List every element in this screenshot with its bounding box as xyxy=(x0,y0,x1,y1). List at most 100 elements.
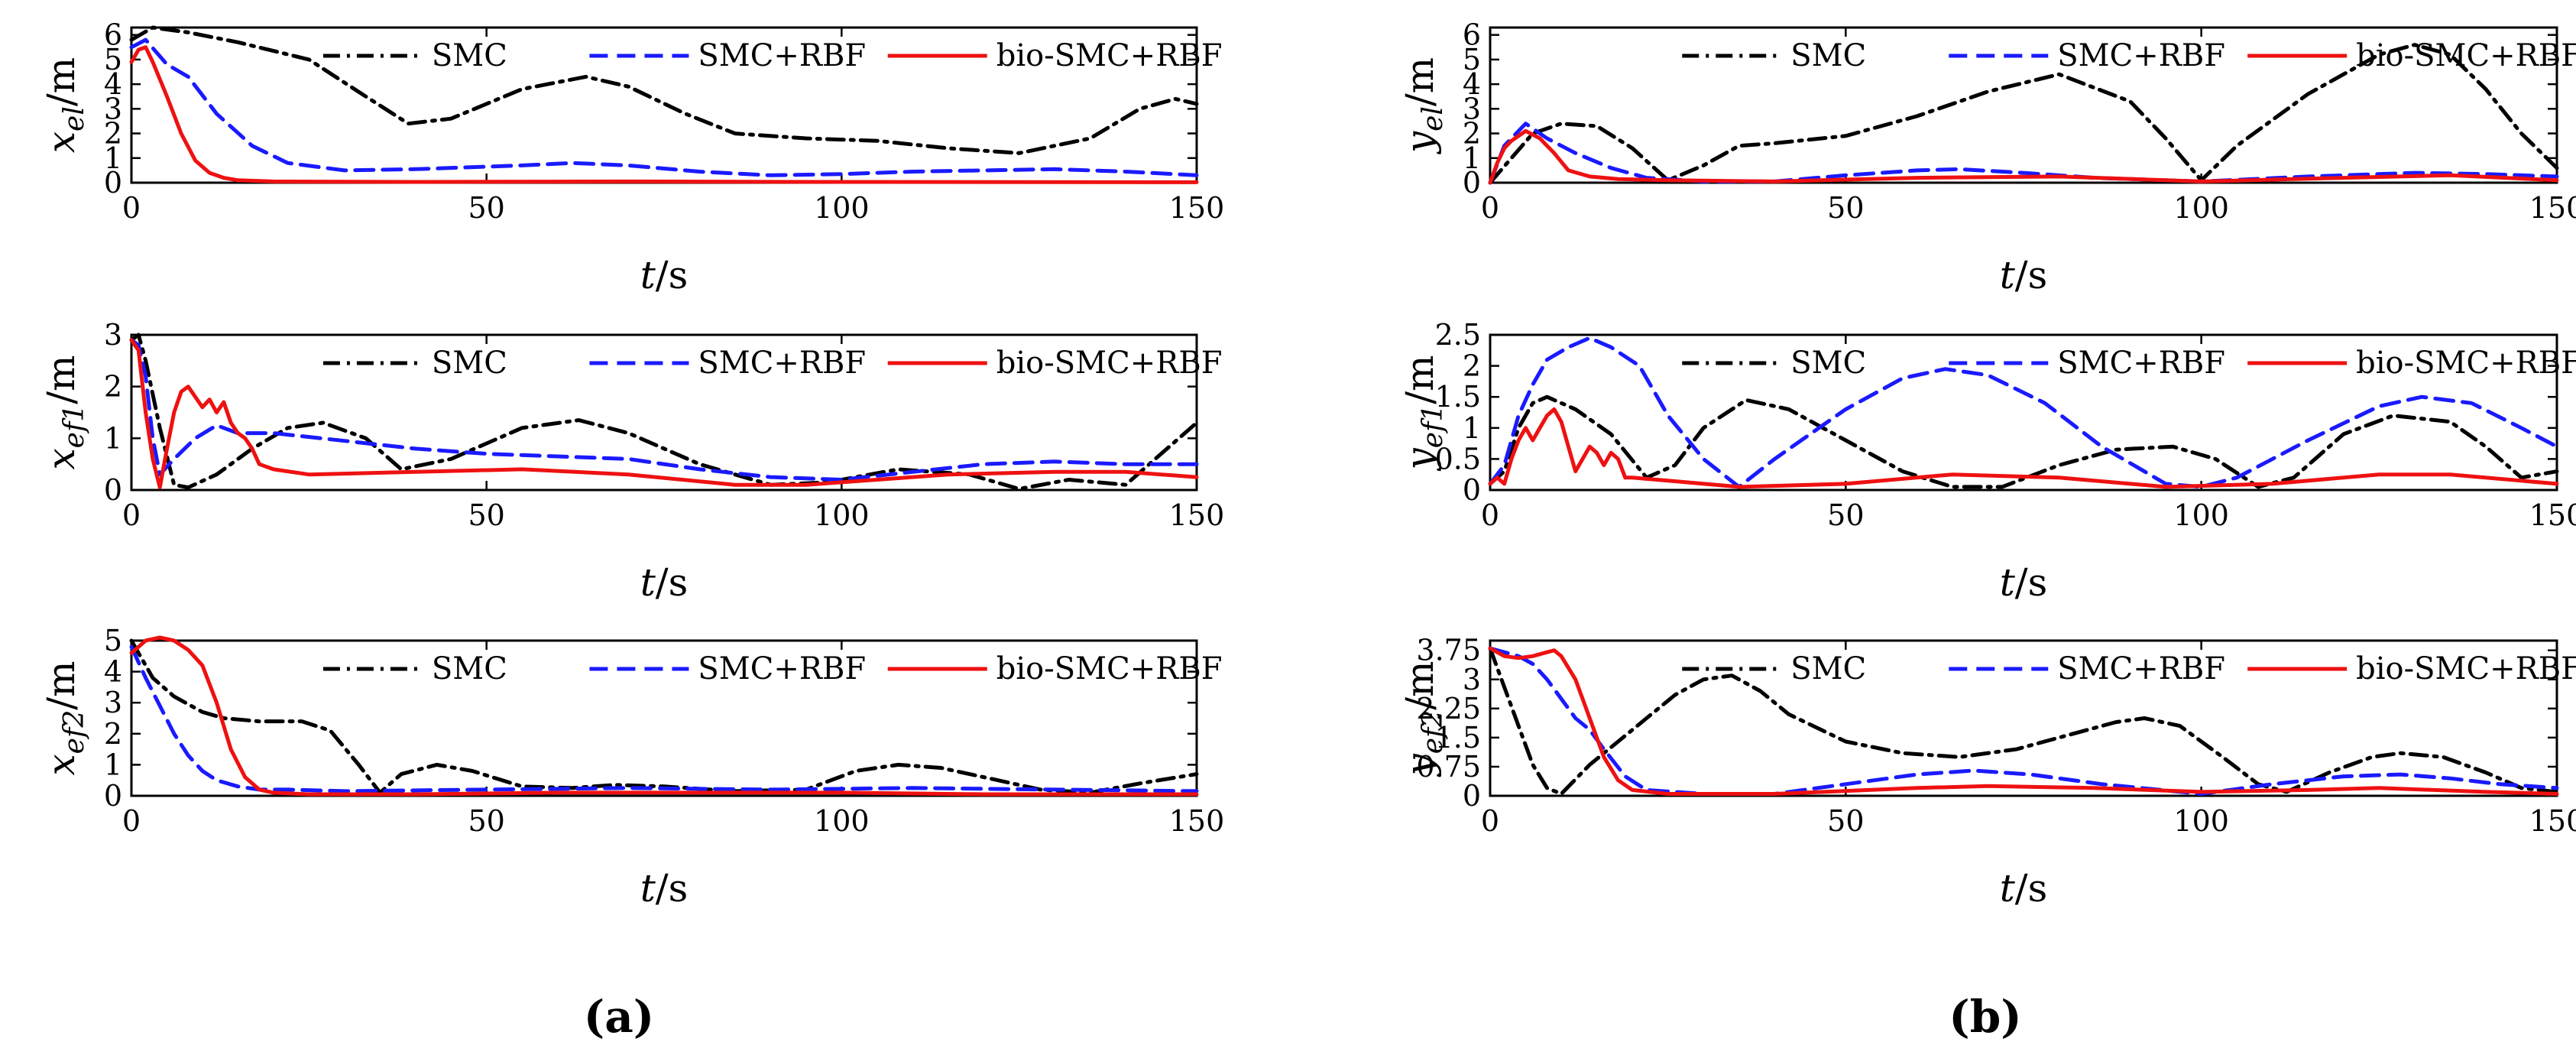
y-axis-label: xef1/m xyxy=(39,355,90,469)
series-line-bio-smc-rbf xyxy=(129,635,1199,797)
x-tick-label: 0 xyxy=(1481,498,1499,532)
series-line-smc-rbf xyxy=(129,338,1199,482)
legend-label-smc: SMC xyxy=(1790,346,1866,381)
y-tick-label: 1.5 xyxy=(1435,380,1481,414)
plot-frame xyxy=(1489,26,2558,184)
x-tick-label: 100 xyxy=(2173,498,2229,532)
y-axis-label: yef2/m xyxy=(1398,660,1449,777)
legend-label-bio-smc-rbf: bio-SMC+RBF xyxy=(2356,651,2576,686)
x-tick-label: 150 xyxy=(2529,804,2576,838)
x-tick-label: 50 xyxy=(468,804,504,838)
y-tick-label: 0.75 xyxy=(1416,750,1481,784)
y-tick-label: 3 xyxy=(104,318,122,352)
chart-4: 0 50 100 150 00.511.522.5 SMC SMC+RBF bio-SMC+R… xyxy=(1398,318,2576,605)
y-tick-label: 1.5 xyxy=(1435,721,1481,755)
x-tick-label: 0 xyxy=(1481,191,1499,225)
y-tick-label: 2 xyxy=(1463,349,1481,383)
legend-label-smc-rbf: SMC+RBF xyxy=(698,346,866,381)
series-line-bio-smc-rbf xyxy=(1488,128,2559,185)
y-axis-label: yel/m xyxy=(1398,57,1449,154)
x-axis-label: t/s xyxy=(2000,866,2048,910)
x-tick-label: 100 xyxy=(814,804,870,838)
y-tick-label: 2 xyxy=(1463,117,1481,151)
legend-label-smc: SMC xyxy=(1790,38,1866,73)
legend-label-bio-smc-rbf: bio-SMC+RBF xyxy=(2356,38,2576,73)
series-line-smc-rbf xyxy=(129,37,1199,177)
x-tick-label: 50 xyxy=(1827,498,1864,532)
legend-label-smc: SMC xyxy=(432,38,507,73)
legend-label-bio-smc-rbf: bio-SMC+RBF xyxy=(996,346,1223,381)
y-tick-label: 2.5 xyxy=(1435,318,1481,352)
legend-label-smc-rbf: SMC+RBF xyxy=(698,38,866,73)
y-tick-label: 4 xyxy=(104,655,122,689)
y-axis-label: xel/m xyxy=(39,57,90,153)
x-tick-label: 100 xyxy=(2173,191,2229,225)
legend-label-bio-smc-rbf: bio-SMC+RBF xyxy=(996,38,1223,73)
legend-label-bio-smc-rbf: bio-SMC+RBF xyxy=(2356,346,2576,381)
y-tick-label: 2 xyxy=(104,717,122,751)
x-tick-label: 0 xyxy=(122,191,141,225)
y-tick-label: 1 xyxy=(104,141,122,175)
plot-frame xyxy=(130,333,1198,492)
y-tick-label: 1 xyxy=(1463,141,1481,175)
legend-label-bio-smc-rbf: bio-SMC+RBF xyxy=(996,651,1223,686)
legend-label-smc: SMC xyxy=(432,651,507,686)
x-tick-label: 150 xyxy=(2529,191,2576,225)
y-tick-label: 5 xyxy=(104,43,122,76)
x-tick-label: 100 xyxy=(814,498,870,532)
x-axis-label: t/s xyxy=(2000,253,2048,297)
series-line-smc xyxy=(129,25,1199,155)
y-tick-label: 0 xyxy=(1463,166,1481,200)
y-tick-label: 3 xyxy=(104,686,122,719)
x-tick-label: 150 xyxy=(2529,498,2576,532)
y-axis-label: yef1/m xyxy=(1398,355,1449,471)
x-tick-label: 50 xyxy=(468,498,504,532)
y-tick-label: 1 xyxy=(1463,411,1481,445)
x-tick-label: 150 xyxy=(1169,191,1225,225)
y-tick-label: 4 xyxy=(104,67,122,101)
x-axis-label: t/s xyxy=(640,560,689,605)
plot-frame xyxy=(1489,333,2558,492)
x-tick-label: 0 xyxy=(122,498,141,532)
x-tick-label: 50 xyxy=(1827,191,1864,225)
legend-label-smc-rbf: SMC+RBF xyxy=(2057,651,2225,686)
y-tick-label: 3 xyxy=(1463,92,1481,125)
y-tick-label: 6 xyxy=(1463,18,1481,52)
series-line-bio-smc-rbf xyxy=(129,45,1199,184)
series-line-smc xyxy=(1488,394,2559,489)
series-line-smc xyxy=(1488,43,2559,185)
y-tick-label: 3 xyxy=(104,92,122,125)
series-line-smc-rbf xyxy=(1488,336,2559,489)
x-tick-label: 50 xyxy=(468,191,504,225)
legend-label-smc-rbf: SMC+RBF xyxy=(698,651,866,686)
plot-frame xyxy=(1489,639,2558,797)
series-line-smc xyxy=(1488,646,2559,796)
series-line-bio-smc-rbf xyxy=(129,338,1199,490)
y-tick-label: 0.5 xyxy=(1435,442,1481,475)
x-axis-label: t/s xyxy=(640,253,689,297)
series-line-bio-smc-rbf xyxy=(1488,407,2559,489)
x-axis-label: t/s xyxy=(640,866,689,910)
y-tick-label: 3.75 xyxy=(1416,634,1481,667)
x-axis-label: t/s xyxy=(2000,560,2048,605)
y-tick-label: 4 xyxy=(1463,67,1481,101)
legend-label-smc: SMC xyxy=(432,346,507,381)
y-tick-label: 5 xyxy=(1463,43,1481,76)
x-tick-label: 150 xyxy=(1169,804,1225,838)
y-tick-label: 2 xyxy=(104,117,122,151)
y-tick-label: 2 xyxy=(104,370,122,404)
y-axis-label: xef2/m xyxy=(39,660,90,775)
x-tick-label: 0 xyxy=(122,804,141,838)
y-tick-label: 5 xyxy=(104,624,122,657)
x-tick-label: 150 xyxy=(1169,498,1225,532)
series-line-bio-smc-rbf xyxy=(1488,646,2559,796)
plot-frame xyxy=(130,639,1198,797)
y-tick-label: 1 xyxy=(104,421,122,455)
chart-3: 0 50 100 150 0 1 2 3 SMC SMC+RBF bio-SMC+RBF t/s xef… xyxy=(39,318,1224,605)
y-tick-label: 0 xyxy=(104,166,122,200)
